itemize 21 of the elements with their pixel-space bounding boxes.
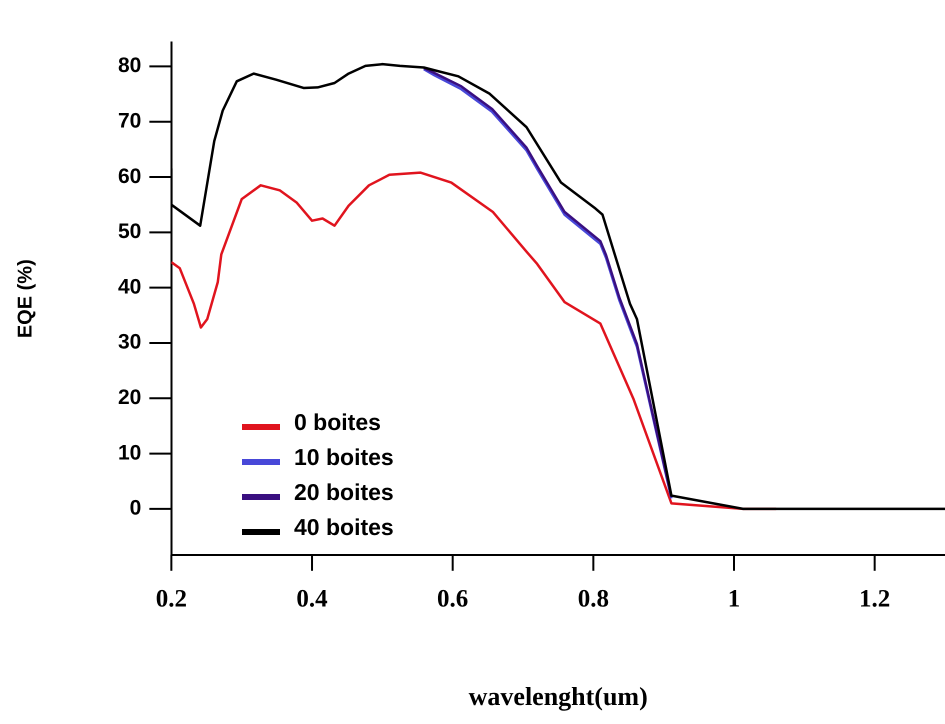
x-axis-title: wavelenght(um) [468,682,648,712]
y-tick-label: 0 [130,496,142,520]
legend-label: 10 boites [294,443,394,472]
y-axis-title: EQE (%) [14,259,37,338]
x-tick-label: 1 [728,585,740,612]
y-tick-label: 60 [118,164,142,188]
x-tick-label: 1.2 [859,585,890,612]
y-tick-label: 20 [118,386,142,410]
legend-label: 40 boites [294,513,394,542]
x-tick-label: 0.6 [437,585,468,612]
y-tick-label: 40 [118,275,142,298]
y-tick-label: 70 [118,109,142,132]
x-tick-label: 0.4 [296,585,328,612]
y-tick-label: 80 [118,54,142,78]
x-tick-label: 0.2 [156,585,187,612]
legend-label: 0 boites [294,408,381,437]
legend-label: 20 boites [294,478,394,507]
y-tick-label: 10 [118,441,142,464]
x-tick-label: 0.8 [578,585,609,612]
y-tick-label: 50 [118,220,142,244]
y-tick-label: 30 [118,330,142,354]
